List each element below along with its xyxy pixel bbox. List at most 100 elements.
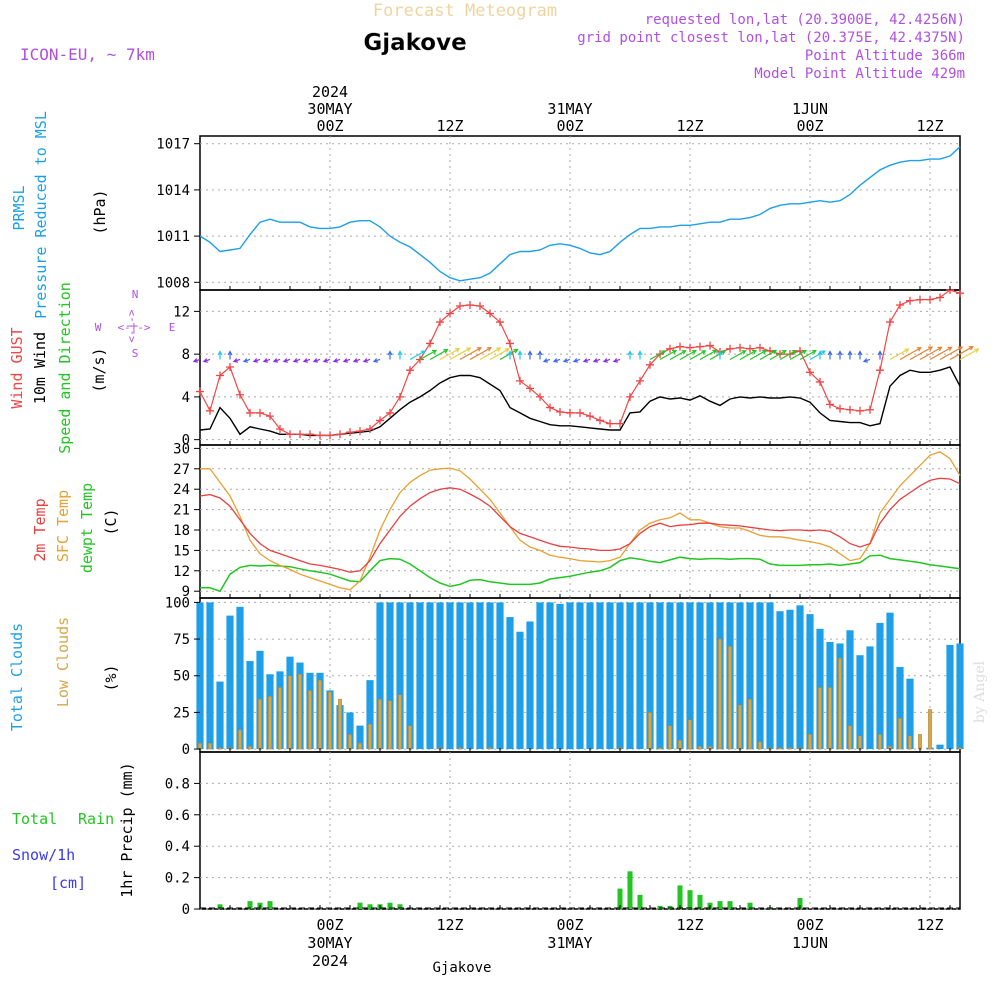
wind-arrow: [679, 350, 697, 361]
gust-marker: [576, 408, 584, 417]
low-cloud-bar: [648, 712, 652, 750]
gust-marker: [226, 362, 234, 371]
wind-arrow-head: [387, 350, 393, 356]
temp-ytick-label: 27: [173, 462, 190, 478]
wind-arrow-head: [612, 358, 619, 363]
wind-arrow-head: [397, 350, 403, 356]
precip-ytick-label: 0.4: [165, 839, 190, 855]
wind-arrow-head: [857, 350, 863, 356]
wind-arrow-head: [681, 350, 687, 355]
temp-ytick-label: 30: [173, 441, 190, 457]
wind-arrow-head: [192, 358, 199, 363]
total-cloud-bar: [226, 615, 234, 750]
cloud-unit: (%): [102, 664, 120, 691]
total-cloud-bar: [736, 602, 744, 750]
wind-arrow: [779, 350, 797, 361]
total-cloud-bar: [556, 603, 564, 750]
total-cloud-bar: [506, 617, 514, 750]
temp-ytick-label: 24: [173, 482, 190, 498]
rain-bar: [657, 905, 663, 909]
wind-arrow-head: [712, 349, 718, 355]
gust-marker: [466, 300, 474, 309]
total-cloud-bar: [216, 681, 224, 750]
dewpoint-line: [200, 554, 961, 593]
precip-ytick-label: 0.6: [165, 808, 190, 824]
gust-marker: [746, 344, 754, 353]
model-altitude: Model Point Altitude 429m: [754, 66, 965, 82]
gust-marker: [676, 342, 684, 351]
gust-marker: [446, 309, 454, 318]
pressure-ytick-label: 1011: [156, 229, 190, 245]
gust-marker: [846, 405, 854, 414]
top-time-label: 00Z: [316, 117, 343, 135]
top-time-label: 00Z: [796, 117, 823, 135]
wind-arrow-head: [592, 358, 599, 363]
top-time-label: 12Z: [676, 117, 703, 135]
rain-bar: [667, 905, 673, 909]
temp-ytick-label: 15: [173, 543, 190, 559]
total-cloud-bar: [576, 602, 584, 750]
total-cloud-bar: [746, 602, 754, 750]
gust-marker: [816, 377, 824, 386]
wind-arrow: [959, 348, 979, 361]
low-cloud-bar: [678, 740, 682, 750]
wind-arrow-head: [527, 350, 533, 356]
wind-arrow: [699, 349, 717, 361]
total-cloud-bar: [876, 622, 884, 750]
wind-ytick-label: 12: [173, 304, 190, 320]
wind-arrow-head: [717, 350, 723, 356]
low-cloud-bar: [928, 709, 932, 750]
gust-marker: [346, 428, 354, 437]
gust-marker: [706, 341, 714, 350]
wind-ytick-label: 4: [182, 390, 190, 406]
pressure-ytick-label: 1014: [156, 183, 190, 199]
gust-marker: [496, 318, 504, 327]
rain-bar: [217, 904, 223, 909]
wind-arrow-head: [552, 358, 559, 363]
low-cloud-bar: [248, 745, 252, 750]
cloud-labels: Total Clouds Low Clouds (%): [8, 617, 120, 731]
wind-arrow-head: [974, 348, 980, 353]
wind-arrow-head: [791, 350, 797, 355]
gust-marker: [336, 430, 344, 439]
wind-arrow-head: [262, 358, 269, 363]
wind-arrow-head: [817, 350, 823, 356]
snow-label: Snow/1h: [12, 846, 75, 864]
gust-marker: [856, 406, 864, 415]
total-cloud-bar: [956, 643, 964, 750]
gust-marker: [316, 431, 324, 440]
low-cloud-bar: [758, 741, 762, 750]
wind-arrow: [649, 350, 666, 361]
total-cloud-bar: [636, 602, 644, 750]
wind-arrow: [729, 350, 746, 361]
low-cloud-bar: [268, 696, 272, 750]
wind-arrow-head: [572, 358, 579, 363]
wind-arrow-head: [827, 350, 833, 356]
bottom-time-label: 12Z: [676, 916, 703, 934]
gust-marker: [626, 392, 634, 401]
low-cloud-bar: [778, 747, 782, 750]
plot-layer: [192, 136, 980, 910]
pressure-label-1: PRMSL: [10, 185, 28, 230]
gust-marker: [516, 376, 524, 385]
total-cloud-bar: [706, 602, 714, 750]
wind-arrow: [669, 350, 686, 361]
wind-arrow: [689, 350, 706, 361]
gust-marker: [266, 412, 274, 421]
total-cloud-bar: [426, 602, 434, 750]
rain-bar: [637, 894, 643, 909]
bottom-time-label: 31MAY: [547, 934, 592, 952]
total-cloud-bar: [376, 602, 384, 750]
wind-arrow-head: [486, 347, 492, 352]
wind-label: 10m Wind: [31, 332, 49, 404]
wind-arrow-head: [916, 347, 922, 352]
gust-marker: [636, 376, 644, 385]
wind-arrow-head: [312, 358, 319, 363]
gust-marker: [286, 430, 294, 439]
pressure-ytick-label: 1017: [156, 137, 190, 153]
temp-labels: 2m Temp SFC Temp dewpt Temp (C): [31, 483, 120, 573]
gust-marker: [456, 302, 464, 311]
wind-arrow-head: [904, 348, 910, 353]
low-cloud-bar: [258, 698, 262, 750]
gust-marker: [416, 355, 424, 364]
